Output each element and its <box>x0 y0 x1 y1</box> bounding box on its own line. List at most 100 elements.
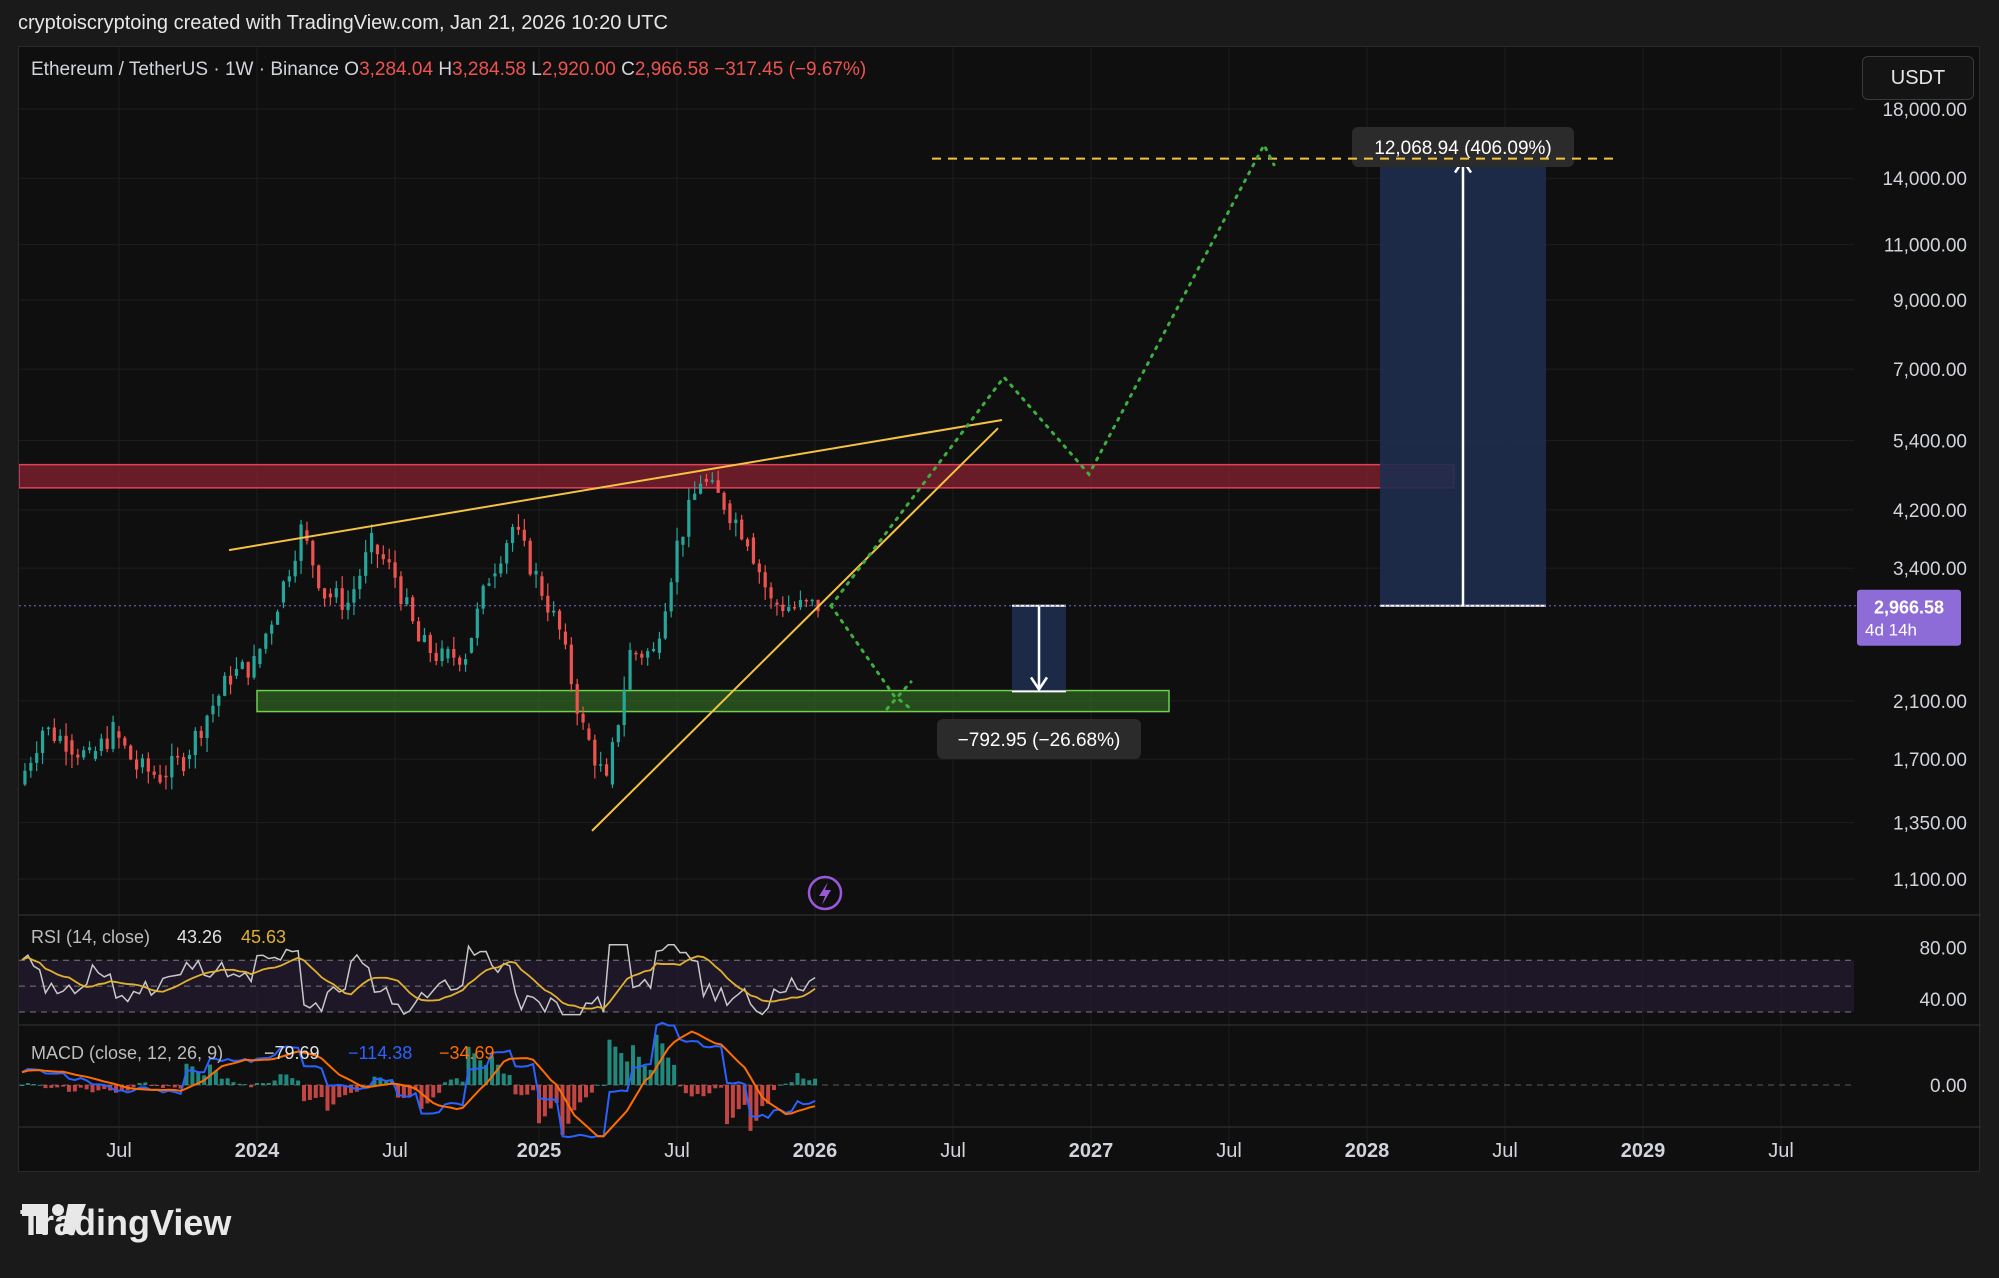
macd-histogram-bar <box>384 1080 389 1085</box>
candle <box>575 684 579 714</box>
time-axis-label: Jul <box>382 1140 408 1162</box>
price-axis-label: 1,350.00 <box>1893 814 1967 835</box>
chart-panel[interactable]: 18,000.00 14,000.00 11,000.00 9,000.00 7,000… <box>18 46 1981 1173</box>
price-axis-label: 4,200.00 <box>1893 501 1967 522</box>
macd-histogram-bar <box>595 1084 600 1086</box>
rsi-label: RSI (14, close) <box>31 927 150 947</box>
candle <box>557 610 562 630</box>
candle <box>352 589 356 603</box>
candle <box>651 648 656 652</box>
candle <box>628 650 632 690</box>
lightning-icon-bolt <box>819 882 831 905</box>
candle <box>246 661 250 678</box>
macd-histogram-bar <box>396 1085 400 1098</box>
currency-button[interactable]: USDT <box>1862 56 1974 100</box>
candle <box>287 576 291 582</box>
macd-histogram-bar <box>754 1085 759 1121</box>
macd-histogram-bar <box>278 1074 283 1085</box>
macd-histogram-bar <box>501 1073 506 1085</box>
macd-histogram-bar <box>143 1082 148 1085</box>
candle <box>305 530 309 541</box>
macd-histogram-bar <box>631 1045 635 1085</box>
candle <box>375 544 380 555</box>
macd-histogram-bar <box>349 1085 353 1093</box>
macd-histogram-bar <box>513 1085 518 1095</box>
macd-histogram-bar <box>249 1085 254 1088</box>
macd-histogram-bar <box>219 1078 224 1085</box>
candle <box>134 759 139 770</box>
measure-up-label-bg <box>1352 127 1574 167</box>
macd-histogram-bar <box>560 1085 565 1135</box>
macd-value-signal: −34.69 <box>439 1043 495 1063</box>
macd-histogram-bar <box>413 1085 418 1091</box>
candle <box>481 585 485 609</box>
macd-histogram-bar <box>695 1085 700 1094</box>
macd-histogram-bar <box>266 1082 271 1085</box>
candle <box>716 480 720 493</box>
macd-histogram-bar <box>237 1083 242 1085</box>
candle <box>693 493 697 500</box>
candle <box>40 730 45 754</box>
candle <box>258 648 262 665</box>
time-axis-label: Jul <box>940 1140 966 1162</box>
candle <box>334 588 338 598</box>
rsi-axis-label: 40.00 <box>1919 990 1967 1011</box>
candle <box>499 563 503 574</box>
macd-histogram-bar <box>660 1043 665 1085</box>
candle <box>281 581 286 603</box>
macd-histogram-bar <box>713 1085 718 1089</box>
macd-histogram-bar <box>319 1085 324 1098</box>
macd-histogram-bar <box>466 1046 471 1085</box>
macd-histogram-bar <box>331 1085 336 1105</box>
macd-histogram-bar <box>401 1085 406 1098</box>
macd-histogram-bar <box>72 1085 77 1092</box>
candle <box>99 738 103 751</box>
candle <box>452 648 456 658</box>
macd-histogram-bar <box>172 1085 177 1088</box>
price-chart-svg[interactable]: 18,000.00 14,000.00 11,000.00 9,000.00 7,000… <box>19 47 1981 1173</box>
candle <box>405 597 409 605</box>
candle <box>722 492 726 510</box>
price-axis-label: 1,100.00 <box>1893 870 1967 891</box>
candle <box>740 519 744 540</box>
candle <box>798 599 803 608</box>
price-tag-bg <box>1857 589 1961 646</box>
candle <box>117 731 121 738</box>
candle <box>416 621 421 642</box>
macd-histogram-bar <box>213 1070 218 1085</box>
candle <box>152 771 156 775</box>
candle <box>710 480 714 482</box>
candle <box>745 539 750 547</box>
macd-histogram-bar <box>307 1085 312 1100</box>
candle <box>669 582 673 612</box>
price-axis-label: 5,400.00 <box>1893 432 1967 453</box>
candle <box>105 738 109 749</box>
macd-histogram-bar <box>795 1073 800 1085</box>
macd-histogram-bar <box>407 1085 412 1098</box>
time-axis-label: 2024 <box>235 1140 280 1162</box>
candle <box>528 540 532 575</box>
macd-histogram-bar <box>425 1085 430 1104</box>
candle <box>111 721 115 749</box>
macd-histogram-bar <box>343 1085 348 1096</box>
macd-histogram-bar <box>166 1085 171 1087</box>
time-axis-label: 2025 <box>517 1140 562 1162</box>
candle <box>751 537 756 564</box>
macd-histogram-bar <box>725 1085 729 1125</box>
price-axis-label: 9,000.00 <box>1893 291 1967 312</box>
price-axis-label: 14,000.00 <box>1882 169 1967 190</box>
candle <box>698 483 703 494</box>
candle <box>328 593 333 598</box>
macd-histogram-bar <box>31 1084 36 1086</box>
candle <box>234 668 239 676</box>
macd-histogram-bar <box>231 1082 236 1085</box>
macd-histogram-bar <box>495 1064 500 1085</box>
footer-brand: TradingView <box>20 1202 231 1244</box>
rsi-line <box>21 944 816 1016</box>
candle <box>46 727 51 730</box>
candle <box>563 631 568 645</box>
candle <box>728 503 732 524</box>
candle <box>734 519 738 524</box>
candle <box>657 638 662 653</box>
candle <box>364 552 368 576</box>
